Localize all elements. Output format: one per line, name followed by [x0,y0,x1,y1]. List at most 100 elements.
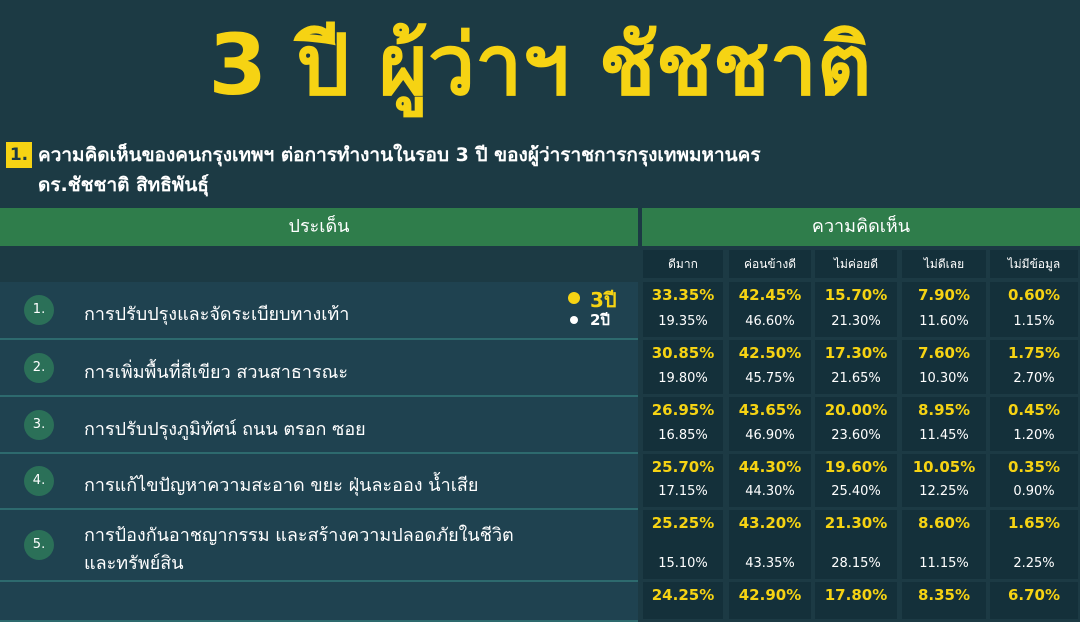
value-cell [815,510,897,579]
value-year2: 44.30% [745,484,795,499]
section-title: ดร.ชัชชาติ สิทธิพันธุ์ [38,174,209,196]
value-year2: 2.25% [1013,556,1055,571]
value-year2: 2.70% [1013,371,1055,386]
value-year3: 17.30% [824,344,888,362]
value-year3: 17.80% [824,586,888,604]
value-cell [643,282,723,337]
value-cell [990,397,1078,451]
row-number: 2. [24,352,54,383]
value-year3: 24.25% [651,586,715,604]
value-cell [990,510,1078,579]
legend-dot [568,292,580,304]
value-year3: 8.95% [917,401,971,419]
value-cell [729,397,811,451]
value-year2: 21.30% [831,314,881,329]
value-cell [902,397,986,451]
value-year2: 16.85% [658,428,708,443]
legend-label: 2ปี [590,311,610,329]
value-year3: 33.35% [651,286,715,304]
column-header: ค่อนข้างดี [729,250,811,278]
row-background [0,510,638,582]
value-year3: 0.45% [1007,401,1061,419]
value-cell [815,282,897,337]
value-year3: 8.60% [917,514,971,532]
value-year3: 7.60% [917,344,971,362]
value-year2: 1.20% [1013,428,1055,443]
value-year2: 46.60% [745,314,795,329]
value-cell [729,340,811,394]
value-year2: 11.45% [919,428,969,443]
row-background [0,582,638,622]
value-cell [729,510,811,579]
value-year2: 45.75% [745,371,795,386]
value-year3: 42.45% [738,286,802,304]
row-number: 1. [24,295,54,325]
row-label: และทรัพย์สิน [84,553,184,574]
row-label: การป้องกันอาชญากรรม และสร้างความปลอดภัยใ… [84,525,514,546]
value-year3: 15.70% [824,286,888,304]
row-number: 4. [24,466,54,496]
value-cell [815,397,897,451]
value-cell [990,454,1078,507]
column-header: ไม่ดีเลย [902,250,986,278]
value-cell [815,454,897,507]
value-year3: 0.35% [1007,458,1061,476]
value-year2: 11.15% [919,556,969,571]
row-label: การปรับปรุงและจัดระเบียบทางเท้า [84,304,350,325]
value-year2: 23.60% [831,428,881,443]
value-year2: 25.40% [831,484,881,499]
value-year3: 19.60% [824,458,888,476]
section-number: 1. [6,142,32,168]
value-cell [643,397,723,451]
value-year3: 26.95% [651,401,715,419]
value-year3: 7.90% [917,286,971,304]
value-cell [902,510,986,579]
row-background [0,397,638,454]
value-year2: 12.25% [919,484,969,499]
value-cell [643,510,723,579]
value-year2: 19.35% [658,314,708,329]
value-year3: 43.20% [738,514,802,532]
title: 3 ปี ผู้ว่าฯ ชัชชาติ [208,16,872,114]
value-cell [729,282,811,337]
value-cell [643,340,723,394]
row-number: 3. [24,409,54,440]
value-year2: 19.80% [658,371,708,386]
value-cell [990,340,1078,394]
header: ประเด็น [0,208,638,246]
value-year3: 1.75% [1007,344,1061,362]
value-year2: 17.15% [658,484,708,499]
value-year2: 21.65% [831,371,881,386]
value-year3: 42.90% [738,586,802,604]
column-header: ไม่มีข้อมูล [990,250,1078,278]
row-label: การปรับปรุงภูมิทัศน์ ถนน ตรอก ซอย [84,418,366,440]
header: ความคิดเห็น [642,208,1080,246]
value-year3: 6.70% [1007,586,1061,604]
value-year3: 0.60% [1007,286,1061,304]
value-cell [902,454,986,507]
value-year3: 30.85% [651,344,715,362]
row-background [0,340,638,397]
value-year2: 46.90% [745,428,795,443]
value-cell [643,454,723,507]
row-background [0,282,638,340]
value-year3: 8.35% [917,586,971,604]
value-year3: 25.70% [651,458,715,476]
value-year2: 10.30% [919,371,969,386]
page: 3 ปี ผู้ว่าฯ ชัชชาติ 1. ความคิดเห็นของคน… [0,16,1080,622]
column-header: ดีมาก [643,250,723,278]
row-label: การแก้ไขปัญหาความสะอาด ขยะ ฝุ่นละออง น้ำ… [84,475,479,496]
legend-dot [570,316,578,324]
value-year2: 11.60% [919,314,969,329]
value-year2: 1.15% [1013,314,1055,329]
value-cell [902,282,986,337]
value-cell [902,340,986,394]
row-background [0,454,638,510]
legend-label: 3ปี [590,288,617,312]
value-cell [729,454,811,507]
value-year3: 1.65% [1007,514,1061,532]
value-year3: 10.05% [912,458,976,476]
value-cell [815,340,897,394]
value-year3: 42.50% [738,344,802,362]
value-cell [990,282,1078,337]
